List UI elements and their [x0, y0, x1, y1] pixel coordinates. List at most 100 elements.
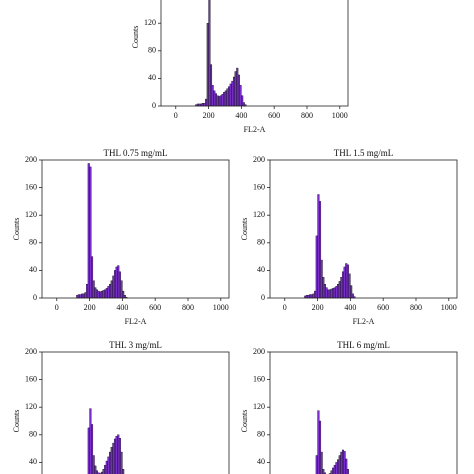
y-axis-label: Counts [240, 410, 249, 433]
panel-title: THL 0.75 mg/mL [104, 148, 168, 158]
x-tick-label: 800 [182, 303, 194, 312]
histogram-bar [337, 459, 340, 474]
x-tick-label: 1000 [441, 303, 457, 312]
histogram-bar [338, 455, 341, 474]
histogram-bar [113, 270, 117, 299]
histogram-bar [330, 470, 333, 474]
histogram-bar [208, 0, 211, 107]
histogram-bar [229, 83, 232, 107]
histogram-bar [351, 293, 354, 299]
histogram-bar [95, 289, 98, 299]
histogram-bar [102, 469, 105, 474]
histogram-bar [345, 263, 348, 299]
histogram-bar [224, 90, 227, 107]
histogram-bar [201, 103, 204, 107]
histogram-bar [319, 201, 322, 299]
histogram-bar [322, 469, 325, 474]
histogram-bar [89, 166, 92, 299]
histogram-bar [337, 284, 340, 299]
x-tick-label: 200 [84, 303, 96, 312]
y-tick-label: 200 [25, 155, 37, 164]
histogram-bar [239, 85, 242, 107]
histogram-bar [94, 465, 97, 474]
x-tick-label: 800 [301, 111, 313, 120]
histogram-bar [115, 435, 118, 474]
histogram-bar [340, 277, 343, 299]
histogram-bar [123, 295, 126, 299]
y-tick-label: 80 [148, 46, 156, 55]
histogram-bar [232, 76, 236, 107]
histogram-bar [102, 290, 105, 299]
histogram-bar [327, 289, 330, 299]
histogram-bar [333, 464, 336, 474]
histogram-bar [87, 163, 90, 299]
y-tick-label: 160 [25, 182, 37, 191]
plot-frame [269, 159, 458, 299]
x-tick-label: 0 [283, 303, 287, 312]
histogram-bar [105, 288, 108, 299]
x-tick-label: 200 [203, 111, 215, 120]
histogram-bar [107, 286, 110, 299]
histogram-bar [237, 74, 240, 107]
histogram-bar [348, 273, 351, 299]
histogram-bar [109, 284, 112, 299]
histogram-bar [97, 290, 100, 299]
histogram-bar [115, 266, 118, 299]
y-tick-label: 120 [25, 210, 37, 219]
histogram-bar [343, 451, 346, 474]
panel-title: THL 6 mg/mL [337, 340, 390, 350]
histogram-bar [332, 467, 335, 474]
y-tick-label: 120 [253, 402, 265, 411]
histogram-bar [100, 471, 103, 474]
histogram-bar [213, 90, 216, 107]
histogram-bar [333, 287, 336, 299]
histogram-bar [335, 286, 338, 299]
panel-title: THL 1.5 mg/mL [334, 148, 393, 158]
y-axis-label: Counts [131, 26, 140, 49]
histogram-bar [104, 464, 107, 474]
histogram-bar [117, 265, 120, 299]
histogram-bar [95, 470, 98, 474]
x-tick-label: 600 [268, 111, 280, 120]
y-tick-label: 40 [257, 265, 265, 274]
plot-frame [269, 351, 458, 474]
y-axis-label: Counts [12, 410, 21, 433]
y-tick-label: 160 [25, 374, 37, 383]
histogram-bar [307, 295, 310, 299]
histogram-bar [91, 256, 94, 299]
histogram-bar [110, 280, 113, 299]
histogram-bar [325, 287, 328, 299]
y-tick-label: 40 [29, 457, 37, 466]
x-tick-label: 1000 [332, 111, 348, 120]
histogram-bar [210, 64, 213, 107]
y-tick-label: 40 [148, 73, 156, 82]
histogram-bar [81, 293, 84, 299]
x-axis-label: FL2-A [125, 317, 147, 326]
y-tick-label: 80 [29, 430, 37, 439]
histogram-bar [315, 455, 318, 474]
histogram-bar [92, 280, 95, 299]
histogram-bar [120, 280, 123, 299]
histogram-bar [221, 94, 224, 107]
histogram-bar [330, 288, 333, 299]
histogram-bar [100, 290, 103, 299]
y-tick-label: 120 [144, 18, 156, 27]
histogram-bar [118, 438, 121, 474]
histogram-bar [206, 23, 209, 107]
histogram-bar [84, 292, 87, 299]
histogram-bar [323, 472, 326, 474]
histogram-bar [112, 442, 115, 474]
histogram-bar [91, 424, 94, 474]
histogram-bar [340, 451, 343, 474]
x-tick-label: 600 [149, 303, 161, 312]
histogram-bar [341, 449, 345, 474]
histogram-bar [341, 271, 345, 299]
histogram-bar [312, 293, 315, 299]
y-tick-label: 80 [29, 238, 37, 247]
plot-frame [160, 0, 349, 107]
histogram-bar [317, 410, 320, 474]
y-axis-label: Counts [240, 218, 249, 241]
histogram-bar [234, 71, 237, 107]
histogram-bar [305, 295, 308, 299]
